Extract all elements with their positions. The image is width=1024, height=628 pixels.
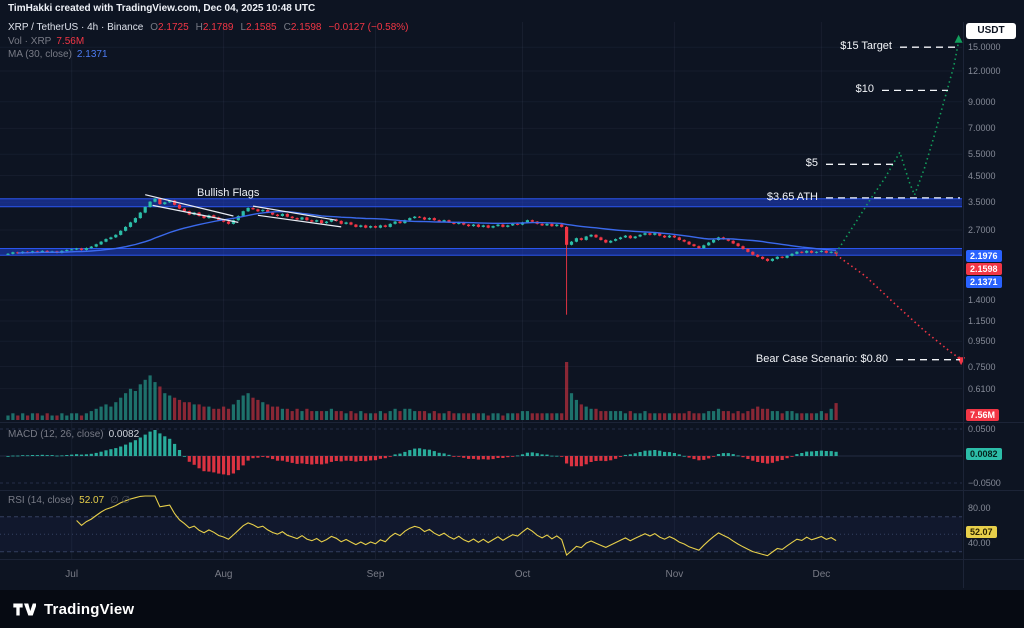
attribution-text: TimHakki created with TradingView.com, D… bbox=[8, 3, 316, 14]
symbol-title: XRP / TetherUS · 4h · Binance bbox=[8, 22, 144, 33]
rsi-value: 52.07 bbox=[79, 495, 105, 506]
legend-row-symbol: XRP / TetherUS · 4h · Binance O2.1725 H2.1… bbox=[8, 21, 409, 35]
ohlc-open-value: 2.1725 bbox=[158, 22, 189, 33]
currency-toggle-button[interactable]: USDT bbox=[966, 23, 1016, 39]
attribution-bar: TimHakki created with TradingView.com, D… bbox=[0, 0, 1024, 18]
macd-value: 0.0082 bbox=[108, 429, 140, 440]
bullish-flags-annotation: Bullish Flags bbox=[197, 187, 260, 199]
chart-canvas[interactable] bbox=[0, 0, 1024, 590]
macd-label: MACD (12, 26, close) bbox=[8, 429, 104, 440]
ohlc-close-value: 2.1598 bbox=[290, 22, 322, 33]
footer-bar: TradingView bbox=[0, 590, 1024, 628]
volume-label: Vol · XRP bbox=[8, 35, 52, 47]
ohlc-low-key: L bbox=[240, 22, 247, 33]
ohlc-open-key: O bbox=[150, 22, 159, 33]
tradingview-logo-icon[interactable] bbox=[12, 600, 36, 619]
macd-legend: MACD (12, 26, close) 0.0082 bbox=[8, 429, 139, 440]
legend-row-ma: MA (30, close) 2.1371 bbox=[8, 48, 409, 62]
legend-row-volume: Vol · XRP 7.56M bbox=[8, 35, 409, 49]
legend: XRP / TetherUS · 4h · Binance O2.1725 H2.1… bbox=[8, 21, 409, 62]
footer-brand-text[interactable]: TradingView bbox=[44, 600, 135, 618]
ma-label: MA (30, close) bbox=[8, 49, 72, 60]
rsi-smoothing-off-icons: ∅ ∅ bbox=[110, 495, 131, 506]
ohlc-close-key: C bbox=[283, 22, 291, 33]
ohlc-low-value: 2.1585 bbox=[246, 22, 277, 33]
rsi-label: RSI (14, close) bbox=[8, 495, 75, 506]
ohlc-high-key: H bbox=[195, 22, 203, 33]
ohlc-high-value: 2.1789 bbox=[202, 22, 234, 33]
rsi-legend: RSI (14, close) 52.07 ∅ ∅ bbox=[8, 495, 130, 506]
volume-value: 7.56M bbox=[56, 35, 85, 47]
price-change: −0.0127 (−0.58%) bbox=[328, 22, 409, 33]
ma-value: 2.1371 bbox=[76, 49, 108, 60]
